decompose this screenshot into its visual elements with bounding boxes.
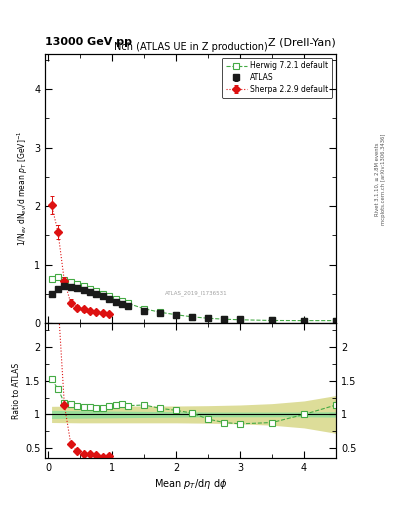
Herwig 7.2.1 default	[190, 314, 195, 320]
Herwig 7.2.1 default	[334, 317, 338, 324]
Herwig 7.2.1 default	[88, 286, 92, 292]
Text: mcplots.cern.ch [arXiv:1306.3436]: mcplots.cern.ch [arXiv:1306.3436]	[381, 134, 386, 225]
Text: ATLAS_2019_I1736531: ATLAS_2019_I1736531	[165, 291, 228, 296]
Herwig 7.2.1 default	[75, 281, 79, 287]
Herwig 7.2.1 default	[126, 301, 130, 307]
Y-axis label: Ratio to ATLAS: Ratio to ATLAS	[12, 363, 21, 419]
X-axis label: Mean $p_{T}$/d$\eta$ d$\phi$: Mean $p_{T}$/d$\eta$ d$\phi$	[154, 477, 227, 492]
Herwig 7.2.1 default	[270, 317, 274, 324]
Herwig 7.2.1 default	[62, 277, 67, 283]
Herwig 7.2.1 default	[174, 312, 178, 318]
Herwig 7.2.1 default	[100, 291, 105, 297]
Herwig 7.2.1 default	[222, 316, 226, 322]
Herwig 7.2.1 default	[107, 293, 112, 300]
Herwig 7.2.1 default	[158, 309, 163, 315]
Herwig 7.2.1 default	[142, 306, 147, 312]
Herwig 7.2.1 default	[68, 279, 73, 285]
Text: Rivet 3.1.10, ≥ 2.8M events: Rivet 3.1.10, ≥ 2.8M events	[375, 142, 380, 216]
Herwig 7.2.1 default	[119, 298, 124, 304]
Herwig 7.2.1 default	[238, 317, 242, 323]
Text: Z (Drell-Yan): Z (Drell-Yan)	[268, 37, 336, 47]
Y-axis label: 1/N$_{ev}$ dN$_{ev}$/d mean $p_{T}$ [GeV]$^{-1}$: 1/N$_{ev}$ dN$_{ev}$/d mean $p_{T}$ [GeV…	[15, 131, 30, 246]
Herwig 7.2.1 default	[56, 273, 61, 280]
Line: Herwig 7.2.1 default: Herwig 7.2.1 default	[49, 274, 339, 324]
Herwig 7.2.1 default	[94, 288, 99, 294]
Herwig 7.2.1 default	[302, 317, 307, 324]
Herwig 7.2.1 default	[206, 315, 211, 322]
Herwig 7.2.1 default	[113, 296, 118, 302]
Text: 13000 GeV pp: 13000 GeV pp	[45, 37, 132, 47]
Title: Nch (ATLAS UE in Z production): Nch (ATLAS UE in Z production)	[114, 41, 268, 52]
Legend: Herwig 7.2.1 default, ATLAS, Sherpa 2.2.9 default: Herwig 7.2.1 default, ATLAS, Sherpa 2.2.…	[222, 57, 332, 98]
Herwig 7.2.1 default	[49, 276, 54, 282]
Herwig 7.2.1 default	[81, 284, 86, 290]
